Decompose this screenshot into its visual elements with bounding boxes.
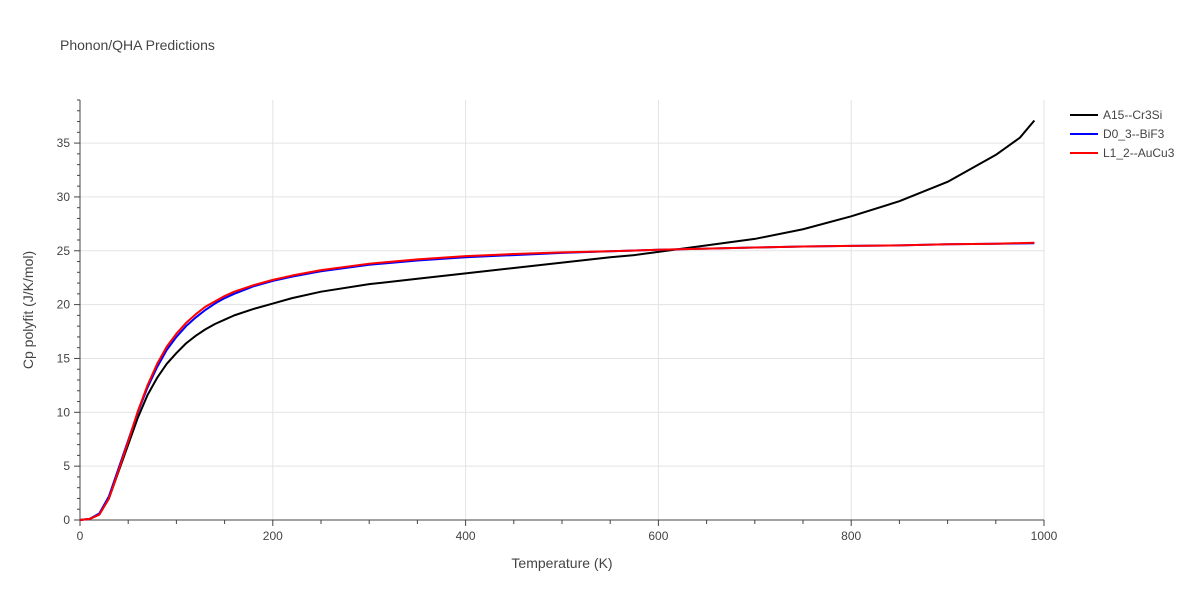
x-tick-label: 200 bbox=[263, 529, 283, 543]
y-tick-label: 0 bbox=[63, 513, 70, 527]
x-tick-label: 0 bbox=[77, 529, 84, 543]
y-tick-label: 20 bbox=[57, 298, 71, 312]
x-tick-label: 800 bbox=[841, 529, 861, 543]
legend-label[interactable]: L1_2--AuCu3 bbox=[1103, 146, 1175, 160]
legend-label[interactable]: D0_3--BiF3 bbox=[1103, 127, 1165, 141]
legend-label[interactable]: A15--Cr3Si bbox=[1103, 108, 1162, 122]
legend[interactable]: A15--Cr3Si D0_3--BiF3 L1_2--AuCu3 bbox=[1070, 108, 1175, 160]
y-tick-label: 5 bbox=[63, 459, 70, 473]
y-axis-label: Cp polyfit (J/K/mol) bbox=[20, 251, 36, 369]
series-line-A15--Cr3Si[interactable] bbox=[79, 119, 1036, 521]
y-tick-label: 15 bbox=[57, 351, 71, 365]
series-lines[interactable] bbox=[79, 119, 1036, 521]
x-tick-label: 1000 bbox=[1031, 529, 1058, 543]
x-axis-label: Temperature (K) bbox=[511, 555, 612, 571]
y-tick-label: 35 bbox=[57, 136, 71, 150]
axes bbox=[74, 99, 1045, 526]
x-tick-label: 600 bbox=[648, 529, 668, 543]
y-tick-label: 30 bbox=[57, 190, 71, 204]
y-tick-label: 10 bbox=[57, 405, 71, 419]
x-tick-label: 400 bbox=[456, 529, 476, 543]
y-tick-label: 25 bbox=[57, 244, 71, 258]
grid bbox=[80, 100, 1045, 520]
tick-labels: 0 200 400 600 800 1000 0 5 10 15 20 25 30 35 bbox=[57, 136, 1058, 543]
series-line-L1_2--AuCu3[interactable] bbox=[79, 241, 1035, 521]
chart-title: Phonon/QHA Predictions bbox=[60, 37, 215, 53]
